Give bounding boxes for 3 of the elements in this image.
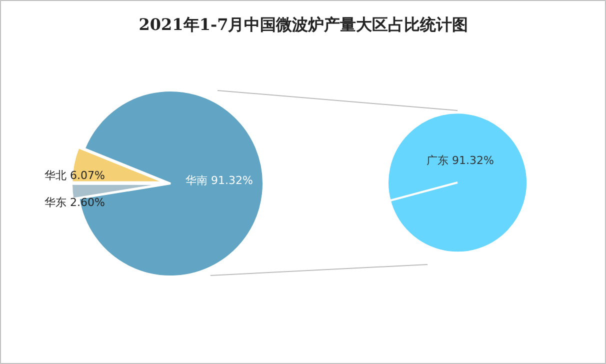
text: 2021年1-7月中国微波炉产量大区占比统计图 — [138, 15, 468, 34]
slice-label: 华南 91.32% — [186, 174, 253, 187]
slice-label: 广东 91.32% — [426, 154, 494, 167]
